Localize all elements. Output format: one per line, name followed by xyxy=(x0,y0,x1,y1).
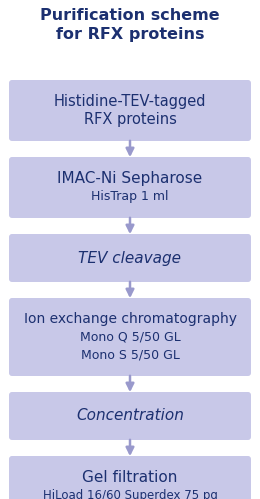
FancyBboxPatch shape xyxy=(9,456,251,499)
FancyBboxPatch shape xyxy=(9,157,251,218)
Text: Histidine-TEV-tagged: Histidine-TEV-tagged xyxy=(54,94,206,109)
Text: HisTrap 1 ml: HisTrap 1 ml xyxy=(91,190,169,203)
Text: Gel filtration: Gel filtration xyxy=(82,470,178,485)
FancyBboxPatch shape xyxy=(9,298,251,376)
Text: Concentration: Concentration xyxy=(76,409,184,424)
Text: Mono S 5/50 GL: Mono S 5/50 GL xyxy=(81,348,179,361)
FancyBboxPatch shape xyxy=(9,80,251,141)
Text: HiLoad 16/60 Superdex 75 pg: HiLoad 16/60 Superdex 75 pg xyxy=(43,489,217,499)
FancyBboxPatch shape xyxy=(9,234,251,282)
Text: Mono Q 5/50 GL: Mono Q 5/50 GL xyxy=(80,330,180,343)
Text: TEV cleavage: TEV cleavage xyxy=(79,250,181,265)
Text: IMAC-Ni Sepharose: IMAC-Ni Sepharose xyxy=(57,171,203,186)
Text: Purification scheme
for RFX proteins: Purification scheme for RFX proteins xyxy=(40,8,220,42)
FancyBboxPatch shape xyxy=(9,392,251,440)
Text: RFX proteins: RFX proteins xyxy=(83,112,177,127)
Text: Ion exchange chromatography: Ion exchange chromatography xyxy=(23,312,237,326)
